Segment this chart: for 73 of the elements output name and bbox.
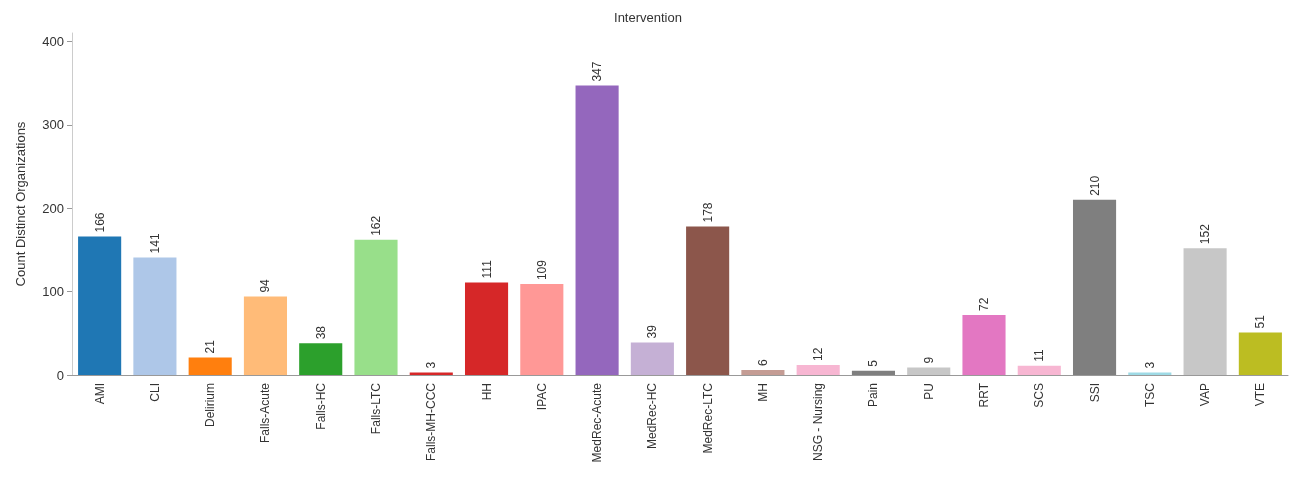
x-tick-label: VTE bbox=[1253, 383, 1268, 407]
data-label: 162 bbox=[369, 215, 383, 236]
x-tick-label: MH bbox=[755, 383, 770, 402]
data-label: 178 bbox=[700, 202, 715, 223]
bar bbox=[796, 364, 840, 375]
bar bbox=[907, 367, 951, 375]
y-tick-label: 400 bbox=[42, 33, 64, 49]
bar bbox=[1238, 332, 1282, 375]
bar bbox=[520, 284, 564, 375]
data-label: 111 bbox=[479, 259, 494, 279]
bar bbox=[78, 236, 122, 375]
bar bbox=[464, 282, 509, 375]
x-tick-label: VAP bbox=[1198, 383, 1213, 407]
bar bbox=[1183, 248, 1227, 375]
data-label: 11 bbox=[1032, 349, 1047, 362]
y-tick-label: 100 bbox=[42, 284, 64, 300]
bar bbox=[1072, 199, 1117, 375]
bar bbox=[741, 370, 785, 375]
x-tick-label: CLI bbox=[147, 383, 162, 402]
data-label: 166 bbox=[92, 212, 107, 233]
x-tick-label: NSG - Nursing bbox=[811, 383, 826, 462]
x-tick-label: SSI bbox=[1087, 383, 1102, 403]
x-tick-label: TSC bbox=[1142, 382, 1157, 407]
data-label: 51 bbox=[1253, 314, 1268, 329]
bar bbox=[686, 226, 730, 375]
data-label: 38 bbox=[313, 325, 328, 340]
data-label: 6 bbox=[755, 359, 770, 366]
bar bbox=[299, 343, 343, 375]
data-label: 347 bbox=[590, 61, 605, 82]
bar bbox=[630, 342, 674, 375]
bar bbox=[133, 257, 177, 375]
data-label: 3 bbox=[1142, 361, 1157, 369]
y-tick-label: 0 bbox=[56, 367, 64, 383]
x-tick-label: Falls-MH-CCC bbox=[424, 382, 439, 461]
bar bbox=[243, 296, 288, 375]
x-tick-label: MedRec-Acute bbox=[590, 382, 605, 463]
data-label: 210 bbox=[1087, 175, 1102, 196]
y-tick-label: 300 bbox=[42, 117, 64, 133]
bar bbox=[188, 357, 232, 375]
y-axis-title: Count Distinct Organizations bbox=[13, 121, 28, 287]
x-tick-label: AMI bbox=[92, 383, 107, 405]
x-tick-label: Falls-Acute bbox=[258, 382, 273, 444]
data-label: 141 bbox=[147, 233, 162, 254]
data-label: 3 bbox=[424, 361, 439, 369]
bar bbox=[1128, 372, 1172, 375]
chart-title: Intervention bbox=[614, 10, 682, 25]
data-label: 94 bbox=[258, 278, 273, 293]
data-label: 9 bbox=[921, 356, 936, 364]
bar bbox=[962, 314, 1006, 375]
data-label: 152 bbox=[1198, 223, 1213, 245]
x-tick-label: Delirium bbox=[203, 383, 218, 428]
x-tick-label: SCS bbox=[1032, 383, 1047, 408]
x-tick-label: HH bbox=[479, 383, 494, 401]
bar bbox=[1017, 365, 1061, 375]
data-label: 12 bbox=[811, 347, 826, 361]
x-tick-label: Pain bbox=[866, 383, 881, 408]
bar bbox=[851, 370, 896, 375]
x-tick-label: MedRec-LTC bbox=[700, 382, 715, 454]
bar bbox=[575, 85, 619, 375]
x-tick-label: Falls-HC bbox=[313, 382, 328, 430]
data-label: 109 bbox=[534, 259, 549, 281]
bar bbox=[409, 372, 453, 375]
bar bbox=[354, 239, 398, 375]
data-label: 5 bbox=[866, 359, 881, 367]
y-tick-label: 200 bbox=[42, 200, 64, 216]
data-label: 21 bbox=[203, 339, 218, 354]
x-tick-label: MedRec-HC bbox=[645, 382, 660, 450]
x-tick-label: PU bbox=[921, 383, 936, 400]
x-tick-label: RRT bbox=[977, 382, 991, 408]
data-label: 39 bbox=[645, 324, 660, 339]
x-tick-label: IPAC bbox=[534, 382, 549, 411]
data-label: 72 bbox=[977, 297, 991, 311]
x-tick-label: Falls-LTC bbox=[369, 382, 383, 435]
